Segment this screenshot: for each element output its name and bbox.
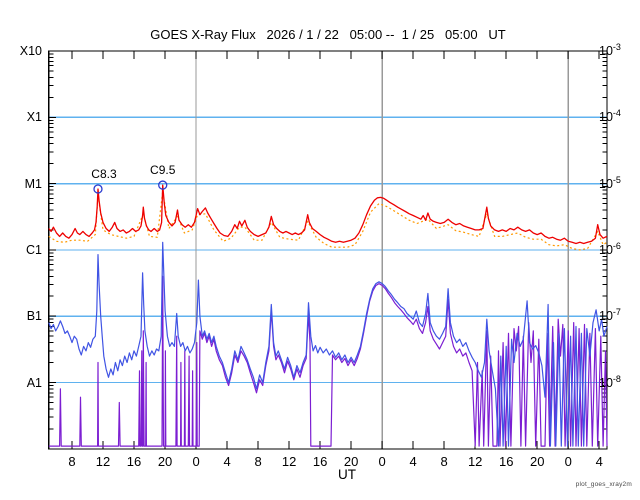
purple-short-channel xyxy=(48,275,608,447)
blue-short-channel xyxy=(48,241,608,447)
flare-marker-circle xyxy=(93,184,103,194)
flare-marker-circle xyxy=(158,180,168,190)
orange-long-channel-dotted xyxy=(48,190,608,251)
red-long-channel xyxy=(48,184,608,245)
